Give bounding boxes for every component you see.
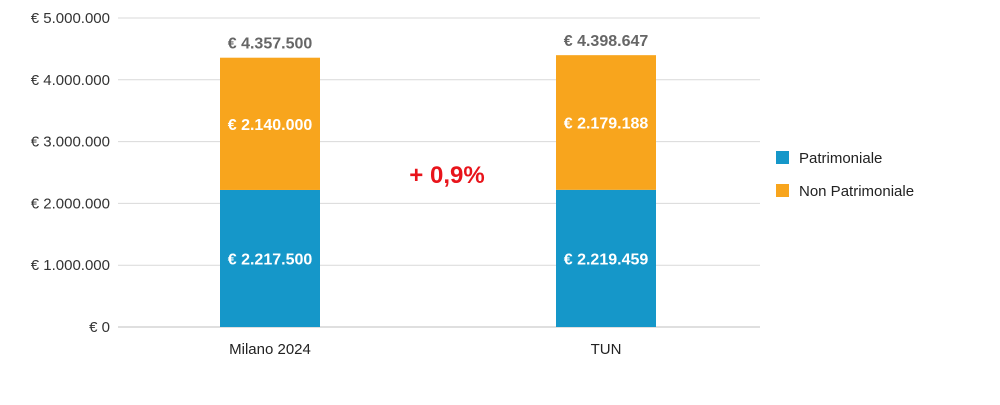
data-label: € 2.179.188: [564, 116, 649, 133]
y-tick-label: € 1.000.000: [31, 257, 110, 274]
x-tick-label: TUN: [591, 341, 622, 358]
y-tick-label: € 3.000.000: [31, 134, 110, 151]
legend-label: Non Patrimoniale: [799, 183, 914, 200]
change-annotation: + 0,9%: [409, 162, 484, 189]
data-label: € 2.219.459: [564, 251, 649, 268]
legend: Patrimoniale Non Patrimoniale: [776, 150, 914, 200]
x-tick-label: Milano 2024: [229, 341, 311, 358]
y-tick-label: € 5.000.000: [31, 10, 110, 27]
legend-label: Patrimoniale: [799, 150, 882, 167]
y-axis: € 0 € 1.000.000 € 2.000.000 € 3.000.000 € 4.…: [31, 10, 110, 336]
y-tick-label: € 4.000.000: [31, 72, 110, 89]
y-tick-label: € 2.000.000: [31, 195, 110, 212]
data-label: € 2.217.500: [228, 251, 313, 268]
bars: € 2.217.500 € 2.140.000 € 4.357.500 € 2.219…: [220, 33, 656, 327]
bar-segment: [220, 189, 320, 327]
legend-swatch: [776, 151, 789, 164]
bar-segment: [220, 57, 320, 190]
y-tick-label: € 0: [89, 319, 110, 336]
legend-swatch: [776, 184, 789, 197]
data-label: € 2.140.000: [228, 117, 313, 134]
bar-segment: [556, 55, 656, 190]
total-label: € 4.398.647: [564, 33, 649, 50]
total-label: € 4.357.500: [228, 36, 313, 53]
bar-segment: [556, 189, 656, 327]
x-axis: Milano 2024 TUN: [229, 341, 621, 358]
